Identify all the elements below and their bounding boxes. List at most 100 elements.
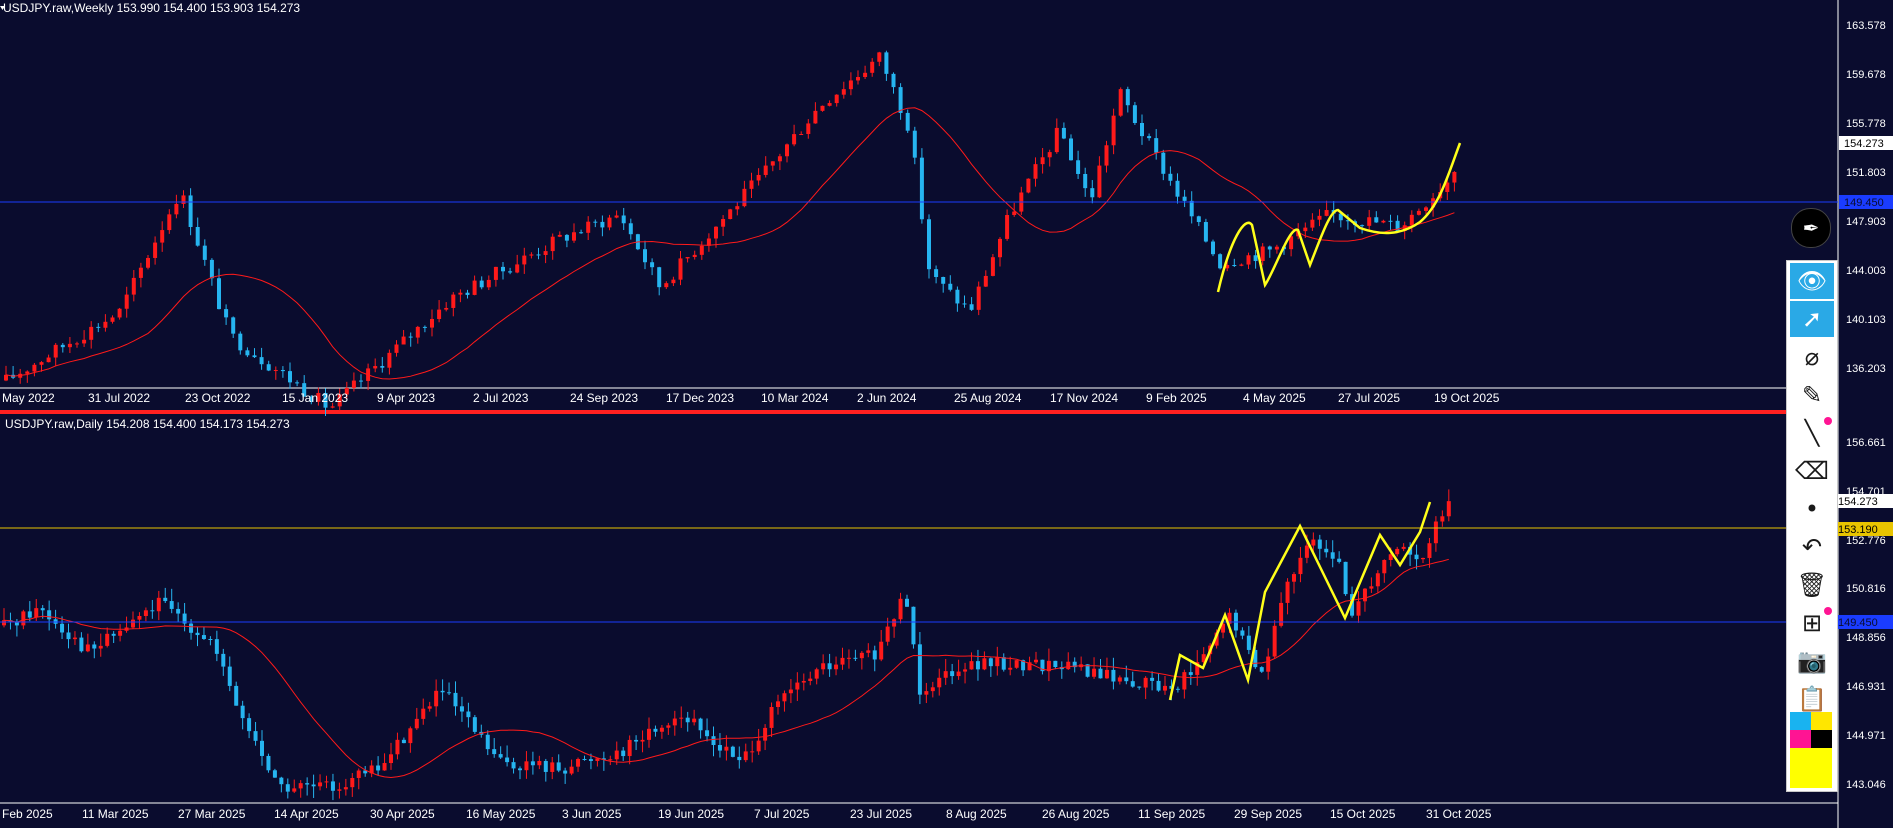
candle-body [1047,152,1052,158]
daily-date-label: 14 Apr 2025 [274,807,339,821]
daily-date-label: 26 Aug 2025 [1042,807,1110,821]
weekly-candles [4,50,1457,416]
candle-body [763,165,768,175]
candle-body [1111,115,1116,146]
candle-body [840,657,845,665]
weekly-date-label: 25 Aug 2024 [954,391,1022,405]
weekly-date-label: 17 Nov 2024 [1050,391,1118,405]
candle-body [678,258,683,280]
camera-icon[interactable]: 📷 [1797,647,1827,675]
clipboard-icon[interactable]: 📋 [1797,685,1827,713]
candle-body [27,611,32,618]
candle-body [1266,656,1271,672]
candle-body [1021,660,1026,671]
candle-body [769,706,774,728]
eraser-icon[interactable]: ⌫ [1795,457,1829,485]
weekly-moving-average [5,107,1455,380]
candle-body [492,749,497,755]
candle-body [1324,210,1329,216]
candle-body [214,639,219,654]
daily-price-label: 148.856 [1846,632,1886,644]
candle-body [1409,214,1414,226]
candle-body [1317,215,1322,220]
candle-body [156,597,161,612]
candle-body [919,157,924,220]
candle-body [756,740,761,752]
candle-body [1221,623,1226,633]
candle-body [814,669,819,679]
candle-body [394,344,399,353]
easel-icon[interactable]: ⊞ [1790,605,1834,641]
candle-body [1083,173,1088,189]
crosshair-pen-icon[interactable]: ⌀ [1804,343,1820,371]
color-swatch[interactable] [1790,730,1811,748]
candle-body [962,303,967,305]
weekly-header: USDJPY.raw,Weekly 153.990 154.400 153.90… [3,1,300,15]
candle-body [1154,138,1159,153]
candle-body [323,392,328,408]
candle-body [943,671,948,678]
candle-body [1239,264,1244,266]
weekly-date-label: 9 Feb 2025 [1146,391,1207,405]
candle-body [221,653,226,667]
trash-icon[interactable]: 🗑 [1796,571,1828,599]
daily-resistance-tag [1834,522,1893,536]
weekly-collapse-icon [0,6,5,10]
daily-date-label: 30 Apr 2025 [370,807,435,821]
candle-body [1092,668,1097,677]
candle-body [866,650,871,653]
candle-body [792,134,797,145]
daily-date-label: 19 Jun 2025 [658,807,724,821]
eye-icon[interactable]: 👁 [1790,263,1834,299]
candle-body [988,658,993,667]
candle-body [518,768,522,771]
candle-body [118,630,123,636]
daily-price-label: 144.971 [1846,730,1886,742]
candle-body [717,745,722,751]
candle-body [227,666,232,686]
candle-body [427,706,432,709]
candle-body [1382,560,1387,574]
candle-body [1289,236,1294,250]
candle-body [1182,196,1187,201]
color-swatch[interactable] [1811,712,1832,730]
line-tool-icon[interactable]: ╲ [1790,415,1834,451]
candle-body [153,242,158,258]
daily-date-label: 7 Jul 2025 [754,807,810,821]
candle-body [969,661,974,670]
undo-icon[interactable]: ↶ [1801,533,1823,561]
candle-body [556,762,561,771]
candle-body [1118,89,1123,116]
pen-tool-icon[interactable]: ✒ [1791,208,1831,248]
color-swatch[interactable] [1811,730,1832,748]
candle-body [563,770,568,774]
selected-color-swatch[interactable] [1790,748,1832,788]
candle-body [1285,581,1290,603]
candle-body [382,763,387,771]
candle-body [1182,672,1187,690]
dot-size-icon[interactable]: • [1804,495,1820,523]
candle-body [898,598,903,620]
candle-body [209,259,214,279]
candle-body [1189,200,1194,217]
candle-body [685,717,690,723]
candle-body [1201,654,1206,663]
candle-body [1076,160,1081,174]
candle-body [982,658,987,670]
candle-body [316,392,321,402]
cursor-icon[interactable]: ➚ [1790,301,1834,337]
candle-body [1027,662,1032,671]
weekly-price-label: 163.578 [1846,20,1886,32]
candle-body [1124,677,1129,682]
daily-current-price-tag [1834,494,1893,508]
weekly-price-label: 155.778 [1846,118,1886,130]
candle-body [621,750,626,757]
color-swatch[interactable] [1790,712,1811,730]
daily-date-label: 8 Aug 2025 [946,807,1007,821]
highlighter-icon[interactable]: ✎ [1801,381,1823,409]
candle-body [884,52,889,74]
candle-body [14,621,19,626]
candle-body [614,750,619,760]
candle-body [318,782,323,787]
